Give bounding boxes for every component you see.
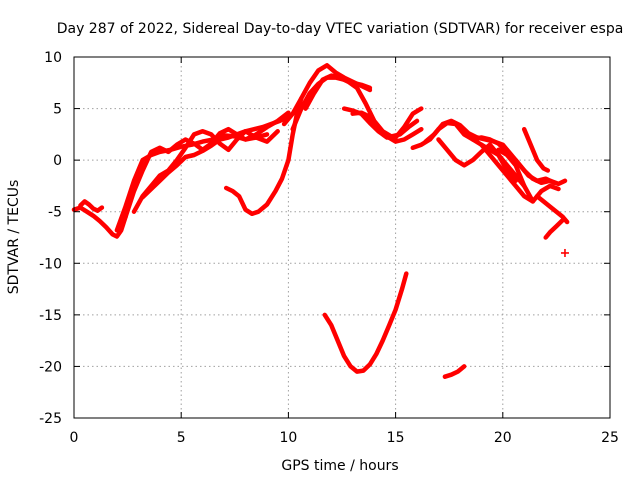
y-tick-label: 5 bbox=[53, 102, 62, 118]
plot-frame bbox=[73, 56, 611, 419]
series-arc-late-c bbox=[436, 137, 518, 184]
series-arc-rise-c bbox=[131, 129, 280, 214]
x-tick-label: 5 bbox=[177, 430, 186, 446]
series-arc-peak-b bbox=[290, 75, 373, 132]
series-arc-post-peak-b bbox=[350, 110, 424, 144]
y-tick-label: 0 bbox=[53, 153, 62, 169]
series-arc-early-bump bbox=[78, 199, 105, 213]
series-arc-deep-u bbox=[322, 271, 409, 374]
x-axis-label: GPS time / hours bbox=[281, 458, 398, 474]
series-point-isolated bbox=[560, 248, 569, 257]
y-axis-label: SDTVAR / TECUs bbox=[6, 180, 22, 295]
grid-layer bbox=[74, 57, 610, 418]
series-arc-early-low bbox=[71, 205, 128, 239]
y-tick-label: -25 bbox=[39, 411, 62, 427]
x-tick-label: 0 bbox=[70, 430, 79, 446]
series-arc-late-d bbox=[470, 135, 568, 187]
y-tick-label: -20 bbox=[39, 359, 62, 375]
series-arc-deep-small bbox=[442, 364, 467, 379]
x-tick-label: 25 bbox=[601, 430, 619, 446]
chart-title: Day 287 of 2022, Sidereal Day-to-day VTE… bbox=[57, 21, 624, 37]
x-tick-label: 15 bbox=[387, 430, 405, 446]
series-arc-late-steep bbox=[521, 126, 551, 173]
series-layer bbox=[71, 63, 570, 379]
tick-layer: 0 5 10 15 20 25 -25 -20 -15 -10 -5 0 5 10 bbox=[39, 50, 619, 446]
series-arc-late-f bbox=[479, 142, 536, 204]
series-arc-end-tail bbox=[543, 217, 566, 240]
y-tick-label: -15 bbox=[39, 308, 62, 324]
x-tick-label: 20 bbox=[494, 430, 512, 446]
y-tick-label: -5 bbox=[48, 205, 62, 221]
series-arc-rise-d bbox=[140, 114, 291, 200]
y-tick-label: -10 bbox=[39, 256, 62, 272]
series-arc-end-drop bbox=[534, 193, 570, 225]
y-tick-label: 10 bbox=[44, 50, 62, 66]
x-tick-label: 10 bbox=[279, 430, 297, 446]
series-arc-late-e bbox=[496, 147, 561, 204]
series-arc-dip-mid bbox=[223, 96, 304, 217]
